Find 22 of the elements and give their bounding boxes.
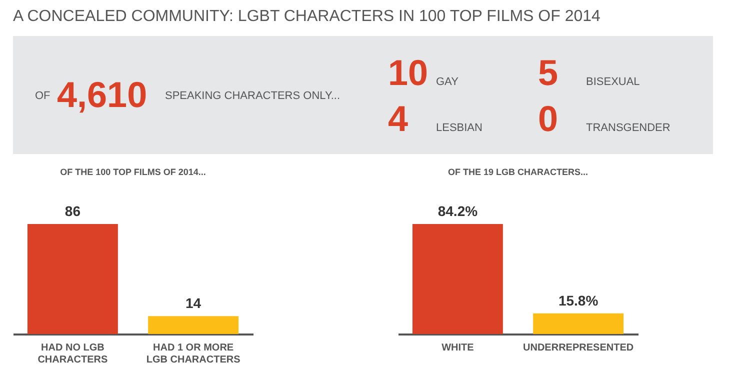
- x-tick-label: HAD NO LGB CHARACTERS: [38, 342, 108, 366]
- chart-title: OF THE 100 TOP FILMS OF 2014...: [60, 167, 206, 177]
- data-label: 10: [388, 52, 428, 93]
- data-label: 84.2%: [438, 203, 478, 219]
- text: OF: [35, 90, 51, 102]
- text: A CONCEALED COMMUNITY: LGBT CHARACTERS IN 100 TOP FILMS OF 2014: [13, 8, 601, 25]
- x-tick-label: UNDERREPRESENTED: [523, 342, 634, 354]
- x-tick-label: WHITE: [442, 342, 474, 354]
- data-label: 86: [64, 203, 81, 219]
- text: 4,610: [57, 74, 148, 115]
- data-label: 0: [538, 98, 558, 139]
- chart-title: OF THE 19 LGB CHARACTERS...: [448, 167, 588, 177]
- data-label: 14: [186, 295, 202, 312]
- category-label: LESBIAN: [436, 122, 483, 134]
- category-label: GAY: [436, 76, 460, 88]
- category-label: BISEXUAL: [586, 76, 640, 88]
- x-tick-label: HAD 1 OR MORE LGB CHARACTERS: [146, 342, 241, 366]
- data-label: 5: [538, 52, 558, 93]
- data-label: 15.8%: [558, 292, 599, 308]
- data-label: 4: [388, 98, 408, 139]
- category-label: TRANSGENDER: [586, 122, 670, 134]
- text: SPEAKING CHARACTERS ONLY...: [165, 90, 340, 102]
